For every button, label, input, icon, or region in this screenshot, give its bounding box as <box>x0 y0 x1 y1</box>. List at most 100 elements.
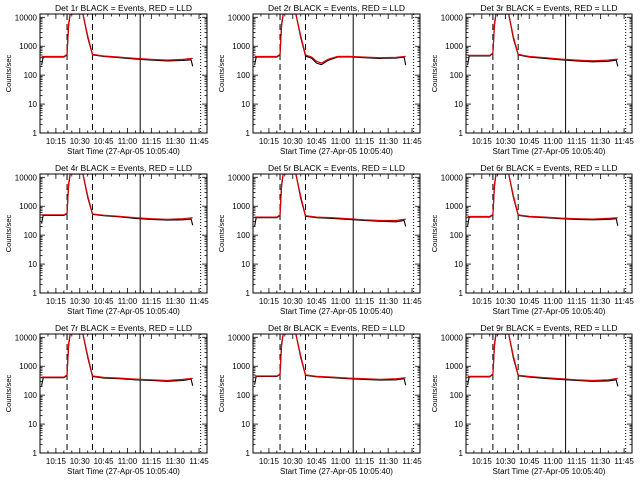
lld-series-line <box>467 174 618 220</box>
y-tick-label: 10000 <box>15 173 38 182</box>
y-tick-label: 1000 <box>232 42 250 51</box>
y-tick-label: 100 <box>450 71 464 80</box>
x-tick-label: 10:45 <box>94 457 115 466</box>
y-axis-label: Counts/sec <box>4 214 13 252</box>
x-tick-label: 11:00 <box>331 137 351 146</box>
x-tick-label: 11:15 <box>142 297 162 306</box>
x-tick-label: 11:00 <box>118 457 138 466</box>
x-tick-label: 11:30 <box>591 137 611 146</box>
x-axis-label: Start Time (27-Apr-05 10:05:40) <box>280 147 393 156</box>
detector-panel: 1 10 100 1000 10000 10:15 10:30 10:45 11:00 11:15… <box>217 323 422 476</box>
series-group <box>41 334 194 386</box>
y-tick-label: 1 <box>246 289 251 298</box>
x-tick-label: 11:00 <box>118 297 138 306</box>
x-tick-label: 10:30 <box>496 137 517 146</box>
plot-frame <box>465 13 633 134</box>
detector-panel: 1 10 100 1000 10000 10:15 10:30 10:45 11:00 11:15… <box>217 3 422 156</box>
y-tick-label: 100 <box>24 71 38 80</box>
y-tick-label: 10 <box>28 420 37 429</box>
x-tick-label: 10:15 <box>259 137 280 146</box>
x-tick-label: 10:30 <box>283 297 304 306</box>
y-axis-label: Counts/sec <box>4 374 13 412</box>
x-tick-label: 10:45 <box>94 297 115 306</box>
events-series-line <box>467 174 619 226</box>
plot-frame <box>252 13 421 134</box>
x-tick-label: 11:30 <box>378 297 398 306</box>
detector-panel: 1 10 100 1000 10000 10:15 10:30 10:45 11:00 11:15… <box>4 3 209 156</box>
y-tick-label: 10 <box>454 100 463 109</box>
events-series-line <box>41 14 194 67</box>
lld-series-line <box>254 14 406 64</box>
x-axis-label: Start Time (27-Apr-05 10:05:40) <box>67 147 180 156</box>
x-tick-label: 11:00 <box>331 297 351 306</box>
events-series-line <box>467 14 619 67</box>
x-tick-label: 10:45 <box>519 297 540 306</box>
x-tick-label: 10:45 <box>307 457 328 466</box>
x-tick-label: 11:15 <box>355 297 375 306</box>
x-axis-label: Start Time (27-Apr-05 10:05:40) <box>280 467 393 476</box>
y-axis-label: Counts/sec <box>217 214 226 252</box>
x-tick-label: 10:15 <box>259 297 280 306</box>
y-tick-label: 1000 <box>445 362 463 371</box>
y-tick-label: 10 <box>241 420 250 429</box>
x-tick-label: 10:15 <box>259 457 280 466</box>
x-tick-label: 10:15 <box>472 457 493 466</box>
x-tick-label: 10:30 <box>283 457 304 466</box>
events-series-line <box>254 174 407 227</box>
plot-frame <box>465 173 633 294</box>
y-tick-label: 100 <box>450 391 464 400</box>
x-axis-label: Start Time (27-Apr-05 10:05:40) <box>280 307 393 316</box>
detector-panel: 1 10 100 1000 10000 10:15 10:30 10:45 11:00 11:15… <box>430 163 634 316</box>
y-tick-label: 1000 <box>19 362 37 371</box>
y-tick-label: 100 <box>450 231 464 240</box>
lld-series-line <box>467 334 618 382</box>
y-tick-label: 1000 <box>445 42 463 51</box>
panel-title: Det 9r BLACK = Events, RED = LLD <box>480 323 617 333</box>
x-tick-label: 10:45 <box>94 137 115 146</box>
x-tick-label: 11:30 <box>591 297 611 306</box>
x-tick-label: 10:30 <box>70 137 91 146</box>
x-tick-label: 11:30 <box>165 457 185 466</box>
x-tick-label: 10:45 <box>307 297 328 306</box>
x-tick-label: 10:15 <box>46 457 67 466</box>
detector-panel: 1 10 100 1000 10000 10:15 10:30 10:45 11:00 11:15… <box>4 323 209 476</box>
x-tick-label: 10:15 <box>46 137 67 146</box>
y-tick-label: 10 <box>28 260 37 269</box>
detector-panel: 1 10 100 1000 10000 10:15 10:30 10:45 11:00 11:15… <box>217 163 422 316</box>
lld-series-line <box>41 334 193 382</box>
plot-frame <box>39 173 208 294</box>
x-tick-label: 11:30 <box>165 137 185 146</box>
detector-panel: 1 10 100 1000 10000 10:15 10:30 10:45 11:00 11:15… <box>430 3 634 156</box>
plot-frame <box>252 173 421 294</box>
x-tick-label: 11:30 <box>165 297 185 306</box>
plot-frame <box>252 333 421 454</box>
x-axis-label: Start Time (27-Apr-05 10:05:40) <box>67 467 180 476</box>
y-tick-label: 1000 <box>232 362 250 371</box>
x-axis-label: Start Time (27-Apr-05 10:05:40) <box>493 467 606 476</box>
x-tick-label: 11:45 <box>402 137 422 146</box>
series-group <box>467 174 619 226</box>
lld-series-line <box>41 14 193 61</box>
y-tick-label: 100 <box>237 231 251 240</box>
x-tick-label: 11:45 <box>189 457 209 466</box>
y-tick-label: 1000 <box>19 42 37 51</box>
x-tick-label: 10:30 <box>496 297 517 306</box>
y-tick-label: 100 <box>237 71 251 80</box>
y-tick-label: 10000 <box>15 333 38 342</box>
panel-title: Det 4r BLACK = Events, RED = LLD <box>55 163 192 173</box>
plot-frame <box>465 333 633 454</box>
x-tick-label: 11:15 <box>142 137 162 146</box>
panel-title: Det 1r BLACK = Events, RED = LLD <box>55 3 192 13</box>
plot-frame <box>39 333 208 454</box>
y-tick-label: 1 <box>33 449 38 458</box>
x-tick-label: 11:00 <box>118 137 138 146</box>
panel-title: Det 6r BLACK = Events, RED = LLD <box>480 163 617 173</box>
x-axis-label: Start Time (27-Apr-05 10:05:40) <box>493 147 606 156</box>
y-tick-label: 10000 <box>441 333 464 342</box>
y-tick-label: 10000 <box>228 333 251 342</box>
x-tick-label: 11:15 <box>355 457 375 466</box>
panel-title: Det 7r BLACK = Events, RED = LLD <box>55 323 192 333</box>
y-tick-label: 1 <box>246 449 251 458</box>
lld-series-line <box>41 174 193 221</box>
x-tick-label: 10:30 <box>70 457 91 466</box>
